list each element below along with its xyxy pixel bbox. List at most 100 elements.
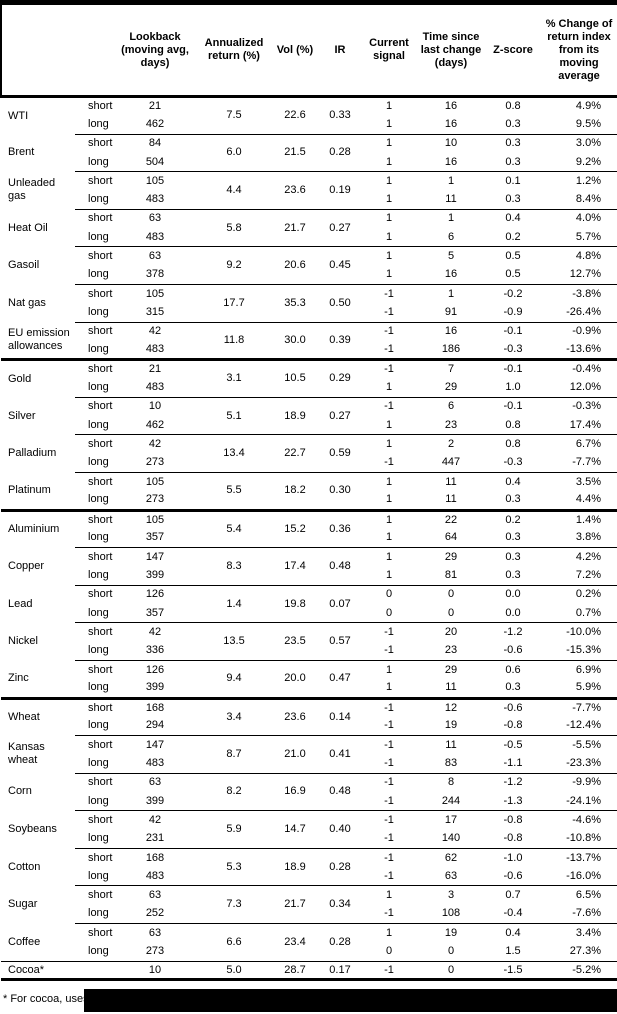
- current-signal-value: 1: [385, 569, 393, 582]
- horizon-label: [75, 960, 113, 980]
- header-annualized-return: Annualized return (%): [197, 2, 271, 98]
- header-row: Lookback (moving avg, days) Annualized r…: [0, 2, 617, 98]
- time-since-change-value: 3: [417, 885, 485, 905]
- z-score-value: -0.3: [503, 456, 523, 469]
- ir-value: 0.48: [319, 547, 361, 586]
- lookback-value: 399: [145, 681, 165, 694]
- pct-change-value: -24.1%: [566, 794, 601, 807]
- z-score-value: -0.1: [485, 358, 541, 379]
- horizon-label: short: [75, 659, 113, 680]
- pct-change-value: 3.5%: [541, 471, 617, 492]
- horizon-label: long: [88, 719, 109, 732]
- current-signal-value: 1: [361, 471, 417, 492]
- table-row: long 483 1 11 0.3 8.4%: [1, 190, 617, 209]
- ir-value: 0.45: [319, 246, 361, 285]
- lookback-value: 231: [145, 832, 165, 845]
- pct-change-value: 4.9%: [575, 100, 601, 113]
- current-signal-value: 1: [361, 246, 417, 266]
- pct-change-value: 4.8%: [541, 246, 617, 266]
- lookback-value: 63: [113, 246, 197, 266]
- vol-value: 18.9: [271, 847, 319, 886]
- current-signal-value: -1: [361, 847, 417, 868]
- table-row: Gold short 21 3.1 10.5 0.29 -1 7 -0.1 -0.4%: [1, 358, 617, 398]
- lookback-value: 273: [145, 456, 165, 469]
- current-signal-value: 1: [385, 381, 393, 394]
- z-score-value: 0.0: [485, 584, 541, 605]
- vol-value: 21.0: [271, 735, 319, 774]
- pct-change-value: 9.2%: [575, 155, 601, 168]
- commodity-name: Nat gas: [8, 296, 46, 309]
- commodity-name: Heat Oil: [8, 221, 48, 234]
- commodity-name: Kansas wheat: [8, 741, 45, 767]
- z-score-value: 0.2: [505, 230, 521, 243]
- pct-change-value: 6.5%: [541, 885, 617, 905]
- time-since-change-value: 0: [417, 584, 485, 605]
- annualized-return-value: 5.0: [197, 960, 271, 980]
- lookback-value: 399: [145, 569, 165, 582]
- lookback-value: 147: [113, 735, 197, 755]
- vol-value: 17.4: [271, 547, 319, 586]
- horizon-label: short: [75, 847, 113, 868]
- z-score-value: 0.4: [485, 471, 541, 492]
- annualized-return-value: 3.4: [197, 696, 271, 736]
- z-score-value: 0.3: [505, 193, 521, 206]
- z-score-value: -0.8: [485, 810, 541, 830]
- current-signal-value: 1: [385, 155, 393, 168]
- commodity-name: Lead: [8, 597, 33, 610]
- ir-value: 0.27: [319, 208, 361, 247]
- horizon-label: short: [75, 547, 113, 567]
- lookback-value: 462: [145, 418, 165, 431]
- horizon-label: short: [75, 810, 113, 830]
- annualized-return-value: 5.8: [197, 208, 271, 247]
- lookback-value: 105: [113, 508, 197, 529]
- ir-value: 0.29: [319, 358, 361, 398]
- ir-value: 0.47: [319, 659, 361, 698]
- lookback-value: 168: [113, 847, 197, 868]
- z-score-value: 0.8: [505, 418, 521, 431]
- ir-value: 0.57: [319, 622, 361, 661]
- pct-change-value: 3.0%: [541, 133, 617, 153]
- horizon-label: long: [88, 531, 109, 544]
- current-signal-value: -1: [361, 960, 417, 980]
- ir-value: 0.19: [319, 171, 361, 210]
- table-row: long 399 1 11 0.3 5.9%: [1, 679, 617, 698]
- current-signal-value: 0: [385, 606, 393, 619]
- pct-change-value: 6.7%: [541, 434, 617, 454]
- z-score-value: 0.3: [505, 569, 521, 582]
- header-horizon: [75, 2, 113, 98]
- table-row: long 273 1 11 0.3 4.4%: [1, 491, 617, 510]
- current-signal-value: -1: [361, 622, 417, 642]
- table-row: long 252 -1 108 -0.4 -7.6%: [1, 905, 617, 924]
- table-body: WTI short 21 7.5 22.6 0.33 1 16 0.8 4.9% long 462 1 1…: [1, 97, 617, 980]
- ir-value: 0.39: [319, 321, 361, 360]
- current-signal-value: 1: [361, 659, 417, 680]
- lookback-value: 483: [145, 230, 165, 243]
- current-signal-value: 0: [385, 945, 393, 957]
- horizon-label: long: [88, 456, 109, 469]
- horizon-label: long: [88, 268, 109, 281]
- horizon-label: short: [75, 923, 113, 943]
- table-row: long 483 1 6 0.2 5.7%: [1, 228, 617, 247]
- table-row: Wheat short 168 3.4 23.6 0.14 -1 12 -0.6 -7.7%: [1, 696, 617, 736]
- table-row: long 399 -1 244 -1.3 -24.1%: [1, 792, 617, 811]
- annualized-return-value: 5.3: [197, 847, 271, 886]
- time-since-change-value: 447: [441, 456, 461, 469]
- pct-change-value: -10.0%: [541, 622, 617, 642]
- current-signal-value: 1: [385, 268, 393, 281]
- table-row: Soybeans short 42 5.9 14.7 0.40 -1 17 -0.8 -4.6%: [1, 810, 617, 849]
- horizon-label: long: [88, 832, 109, 845]
- table-row: Cotton short 168 5.3 18.9 0.28 -1 62 -1.0 -13.7%: [1, 847, 617, 886]
- pct-change-value: -9.9%: [541, 772, 617, 792]
- table-row: Copper short 147 8.3 17.4 0.48 1 29 0.3 4.2%: [1, 547, 617, 586]
- current-signal-value: 1: [361, 171, 417, 191]
- vol-value: 23.5: [271, 622, 319, 661]
- commodity-name: Corn: [8, 785, 32, 798]
- annualized-return-value: 8.2: [197, 772, 271, 811]
- time-since-change-value: 23: [444, 418, 458, 431]
- commodity-name: Sugar: [8, 898, 38, 911]
- vol-value: 23.6: [271, 696, 319, 736]
- ir-value: 0.28: [319, 923, 361, 962]
- current-signal-value: 1: [361, 547, 417, 567]
- pct-change-value: 27.3%: [569, 945, 601, 957]
- ir-value: 0.40: [319, 810, 361, 849]
